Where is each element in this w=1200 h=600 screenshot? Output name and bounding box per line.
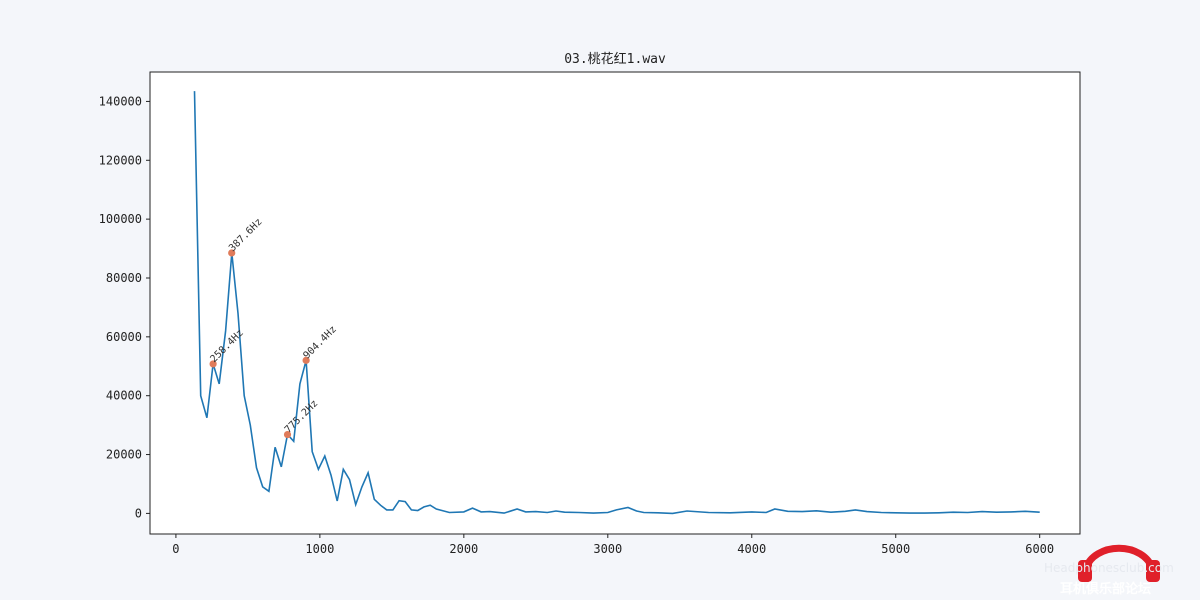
peak-marker [209,360,217,368]
x-tick-label: 1000 [305,542,334,556]
x-tick-label: 4000 [737,542,766,556]
watermark-text: 耳机俱乐部论坛 [1060,581,1151,597]
y-axis: 0 20000 40000 60000 80000 100000 120000 140000 [99,94,150,520]
plot-area [150,72,1080,534]
y-tick-label: 20000 [106,448,142,462]
plot-frame [149,71,1081,535]
peak-marker [302,356,310,364]
y-tick-label: 80000 [106,271,142,285]
x-tick-label: 5000 [881,542,910,556]
y-tick-label: 60000 [106,330,142,344]
watermark: Headphonesclub.com 耳机俱乐部论坛 [1044,544,1174,597]
series-line [193,91,1040,515]
y-tick-label: 0 [135,506,142,520]
y-tick-label: 120000 [99,153,142,167]
x-tick-label: 2000 [449,542,478,556]
peak-marker [228,249,236,257]
y-tick-label: 140000 [99,94,142,108]
watermark-url: Headphonesclub.com [1044,561,1174,575]
x-axis: 0 1000 2000 3000 4000 5000 6000 [172,534,1054,556]
y-tick-label: 40000 [106,389,142,403]
x-tick-label: 3000 [593,542,622,556]
headphone-logo-icon [1078,544,1160,582]
x-tick-label: 0 [172,542,179,556]
y-tick-label: 100000 [99,212,142,226]
peak-marker [283,430,292,439]
chart-title: 03.桃花红1.wav [564,51,666,67]
x-tick-label: 6000 [1025,542,1054,556]
